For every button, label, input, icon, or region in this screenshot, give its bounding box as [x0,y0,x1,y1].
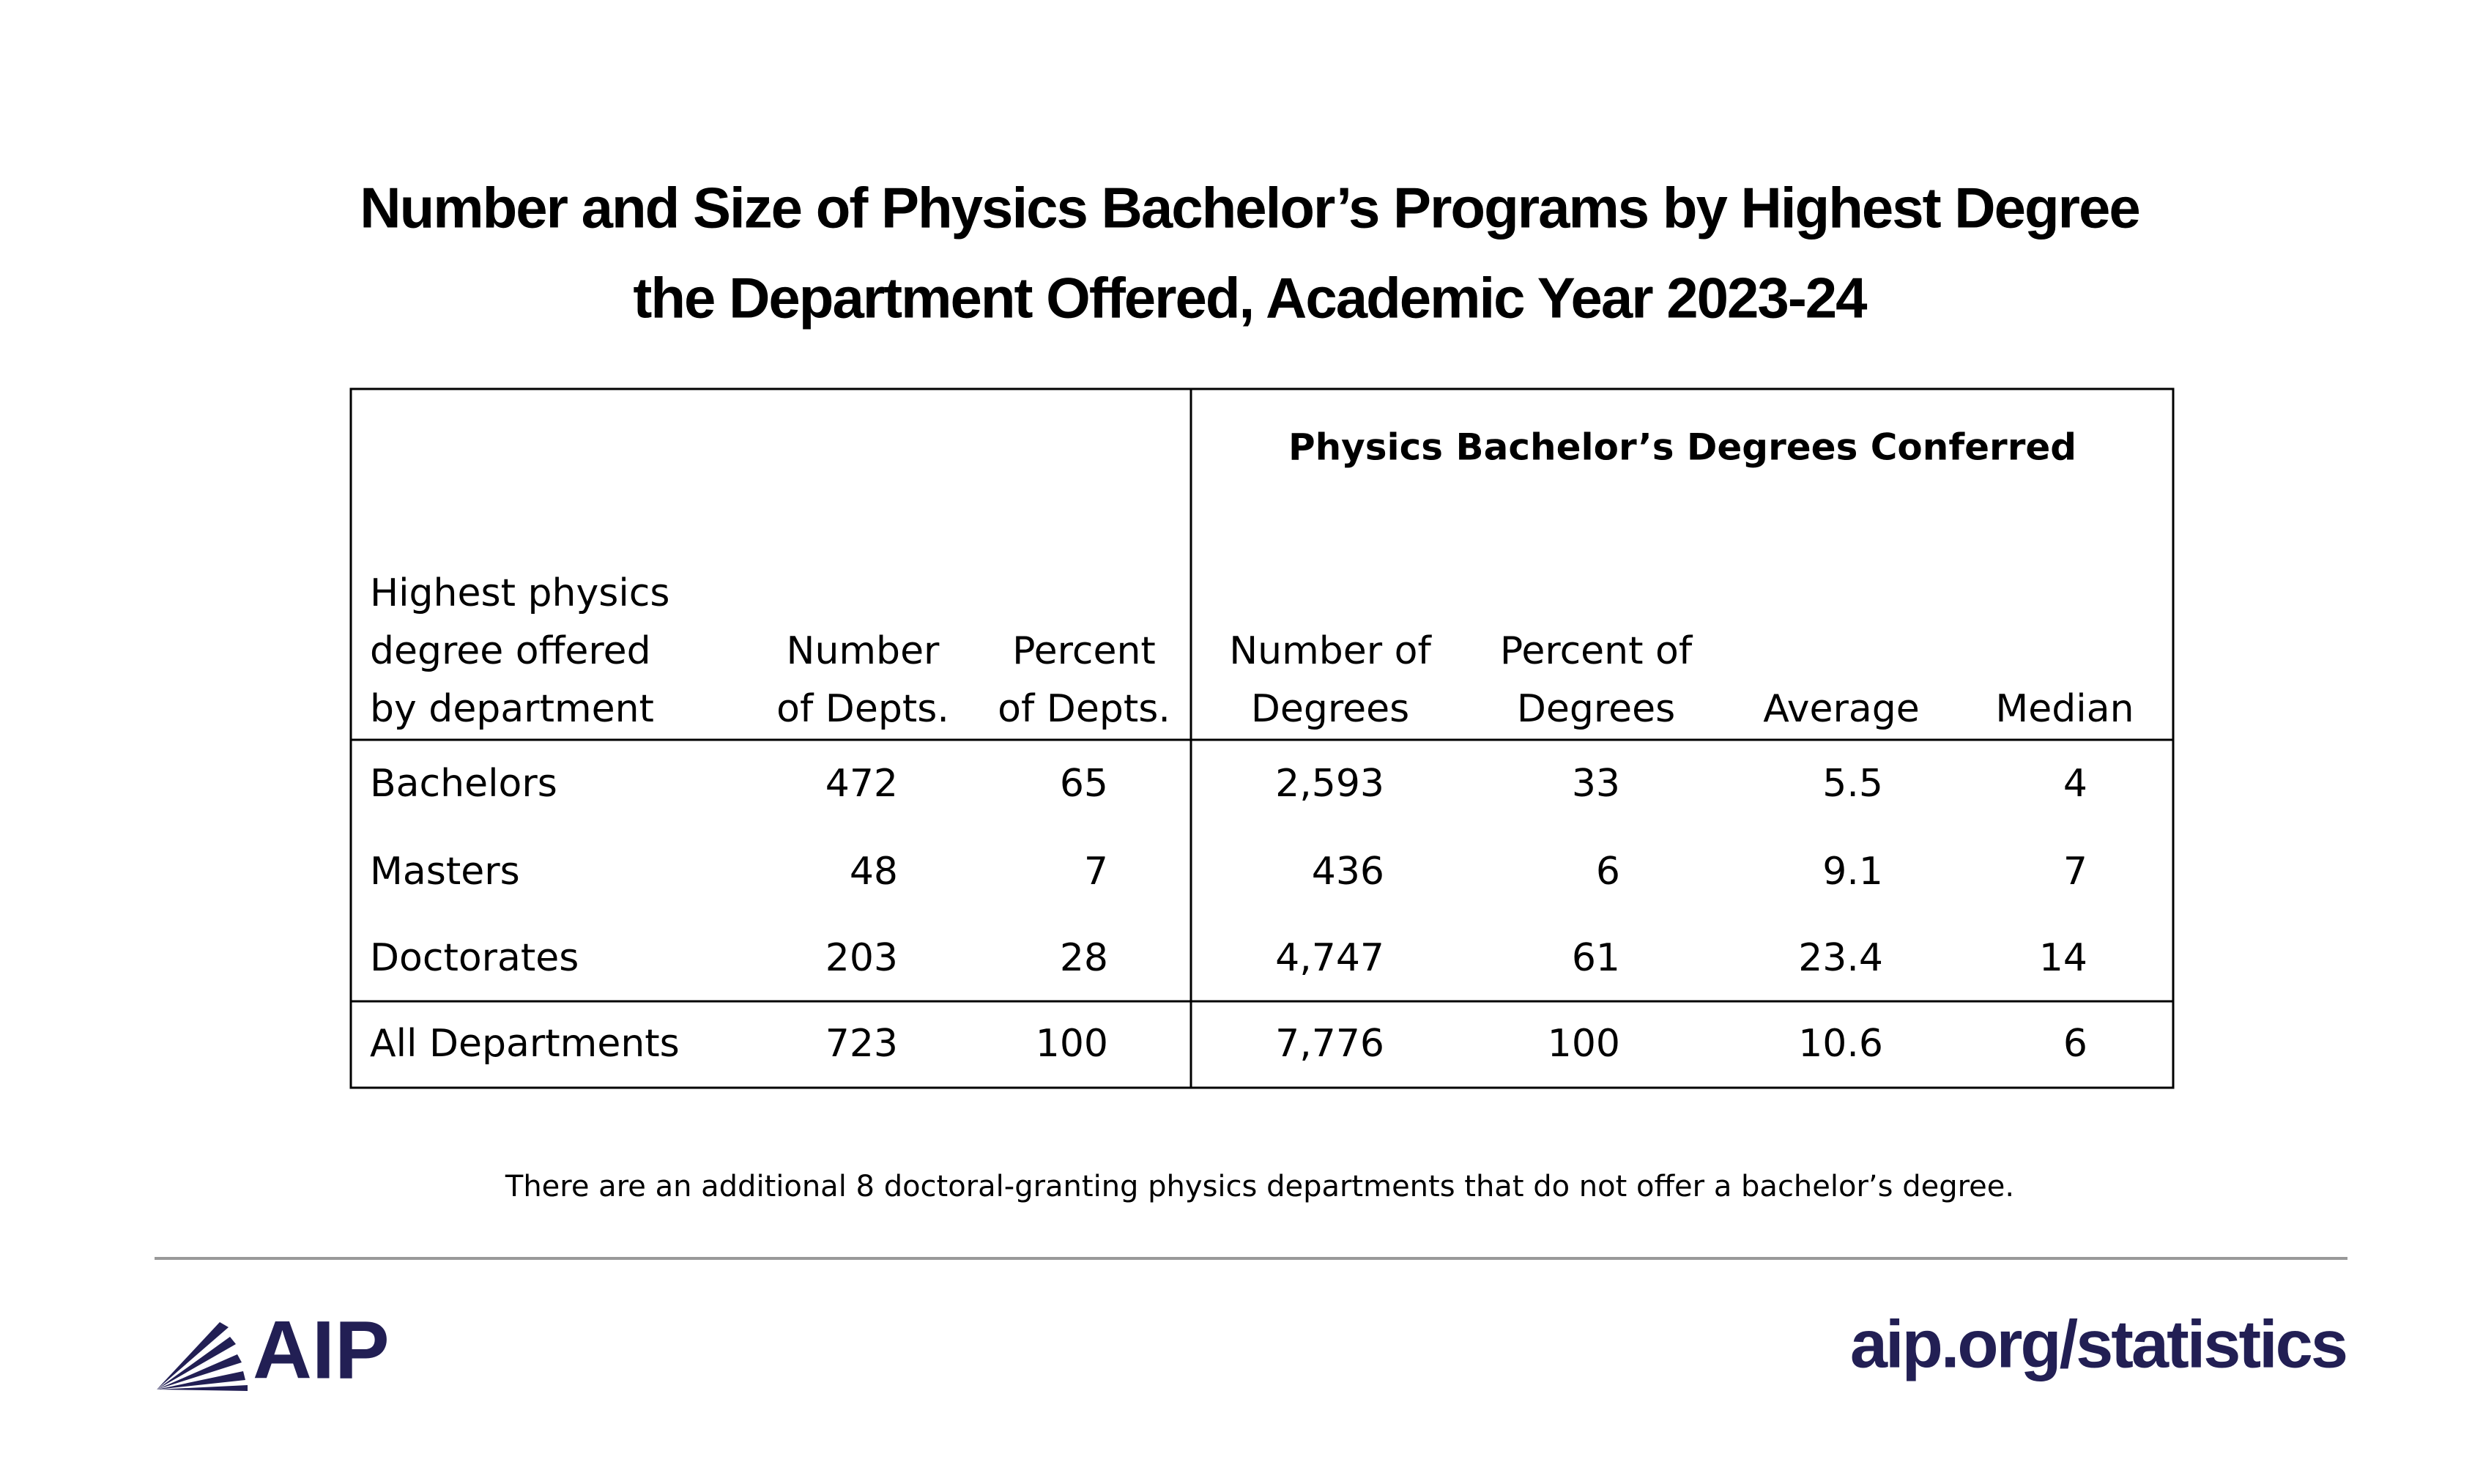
column-header: by department [370,687,654,731]
column-header: Degrees [1517,687,1675,731]
cell-value: 6 [2063,1022,2087,1066]
cell-value: 203 [825,936,898,980]
url: aip.org/statistics [1850,1307,2346,1381]
cell-value: 100 [1548,1022,1620,1066]
cell-value: 472 [825,762,898,806]
cell-value: 6 [1596,850,1620,894]
cell-value: 4,747 [1275,936,1384,980]
column-header: Percent [1012,629,1156,673]
cell-value: 48 [850,850,898,894]
cell-value: 33 [1572,762,1620,806]
logo-ray [157,1322,229,1390]
cell-value: 61 [1572,936,1620,980]
column-header: of Depts. [776,687,949,731]
cell-value: 436 [1312,850,1384,894]
cell-value: 28 [1060,936,1108,980]
footnote: There are an additional 8 doctoral-grant… [505,1170,2014,1203]
column-header: Number of [1229,629,1432,673]
cell-value: 723 [825,1022,898,1066]
logo-text: AIP [253,1305,390,1396]
title-line: the Department Offered, Academic Year 20… [633,266,1867,330]
row-label: All Departments [370,1022,680,1066]
logo-ray [157,1337,236,1390]
cell-value: 14 [2039,936,2087,980]
title-line: Number and Size of Physics Bachelor’s Pr… [360,176,2139,240]
column-header: Percent of [1500,629,1693,673]
group-header: Physics Bachelor’s Degrees Conferred [1288,426,2076,469]
row-label: Masters [370,850,520,894]
row-label: Doctorates [370,936,579,980]
cell-value: 23.4 [1798,936,1883,980]
column-header: of Depts. [998,687,1170,731]
cell-value: 2,593 [1275,762,1384,806]
column-header: Number [787,629,940,673]
table [349,387,2175,1089]
logo-icon [157,1322,248,1391]
cell-value: 10.6 [1798,1022,1883,1066]
cell-value: 9.1 [1822,850,1883,894]
cell-value: 4 [2063,762,2087,806]
logo-ray [157,1354,242,1390]
logo-ray [157,1385,248,1391]
cell-value: 7 [1084,850,1108,894]
column-header: degree offered [370,629,651,673]
column-header: Degrees [1251,687,1409,731]
table-border [349,387,2175,1089]
logo-ray [157,1371,245,1390]
column-header: Median [1995,687,2134,731]
cell-value: 100 [1036,1022,1108,1066]
cell-value: 7,776 [1275,1022,1384,1066]
column-header: Average [1763,687,1920,731]
cell-value: 7 [2063,850,2087,894]
column-header: Highest physics [370,571,669,615]
cell-value: 65 [1060,762,1108,806]
cell-value: 5.5 [1822,762,1883,806]
row-label: Bachelors [370,762,557,806]
